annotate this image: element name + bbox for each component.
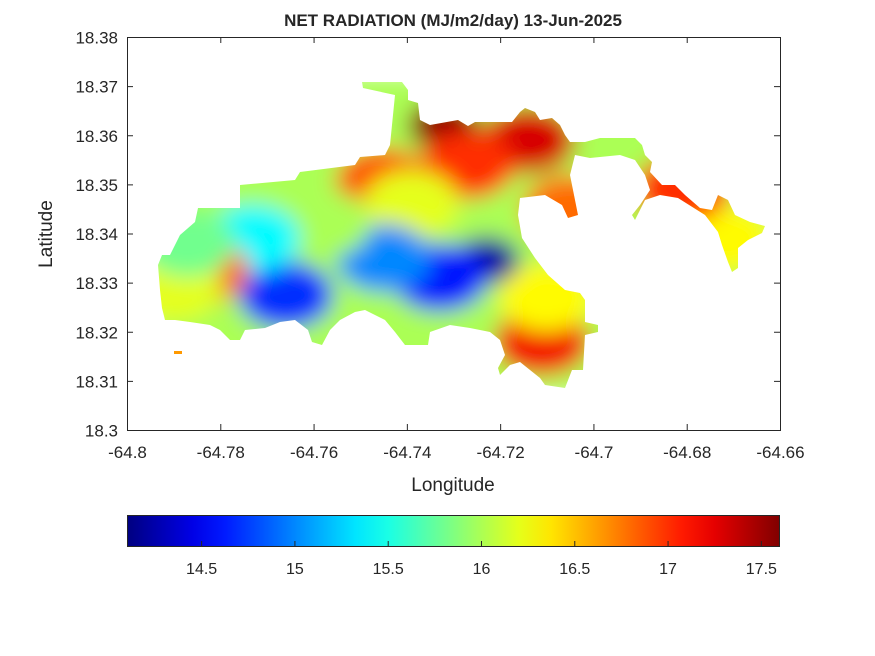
x-tick-label: -64.72 [477,443,525,462]
y-tick-label: 18.35 [75,176,118,195]
y-tick-label: 18.36 [75,127,118,146]
y-axis-label: Latitude [36,200,57,268]
y-tick-label: 18.31 [75,372,118,391]
x-tick-label: -64.66 [756,443,804,462]
y-tick-label: 18.32 [75,323,118,342]
y-tick-label: 18.38 [75,29,118,48]
colorbar-tick-label: 15 [286,561,304,578]
colorbar-tick-label: 17 [659,561,677,578]
y-tick-label: 18.37 [75,78,118,97]
colorbar-tick-label: 17.5 [746,561,777,578]
colorbar-gradient [127,515,780,547]
x-axis: -64.8 -64.78 -64.76 -64.74 -64.72 -64.7 -64.68… [108,37,805,462]
x-tick-label: -64.74 [383,443,431,462]
x-tick-label: -64.7 [575,443,614,462]
y-axis: 18.3818.3718.3618.3518.3418.3318.3218.31… [75,29,780,441]
colorbar-ticks: 14.5 15 15.5 16 16.5 17 17.5 [186,541,777,578]
x-tick-label: -64.8 [108,443,147,462]
colorbar: 14.5 15 15.5 16 16.5 17 17.5 [127,515,780,578]
colorbar-tick-label: 16 [473,561,491,578]
field-fragment [174,351,182,354]
field-sample-4 [363,170,460,239]
colorbar-tick-label: 15.5 [373,561,404,578]
x-tick-label: -64.78 [197,443,245,462]
field-sample-9 [237,260,334,329]
colorbar-tick-label: 16.5 [559,561,590,578]
y-tick-label: 18.34 [75,225,118,244]
y-tick-label: 18.3 [85,422,118,441]
chart-title: NET RADIATION (MJ/m2/day) 13-Jun-2025 [284,11,622,30]
x-axis-label: Longitude [411,475,494,496]
x-tick-label: -64.76 [290,443,338,462]
colorbar-frame [127,515,780,547]
x-tick-label: -64.68 [663,443,711,462]
colorbar-tick-label: 14.5 [186,561,217,578]
y-tick-label: 18.33 [75,274,118,293]
